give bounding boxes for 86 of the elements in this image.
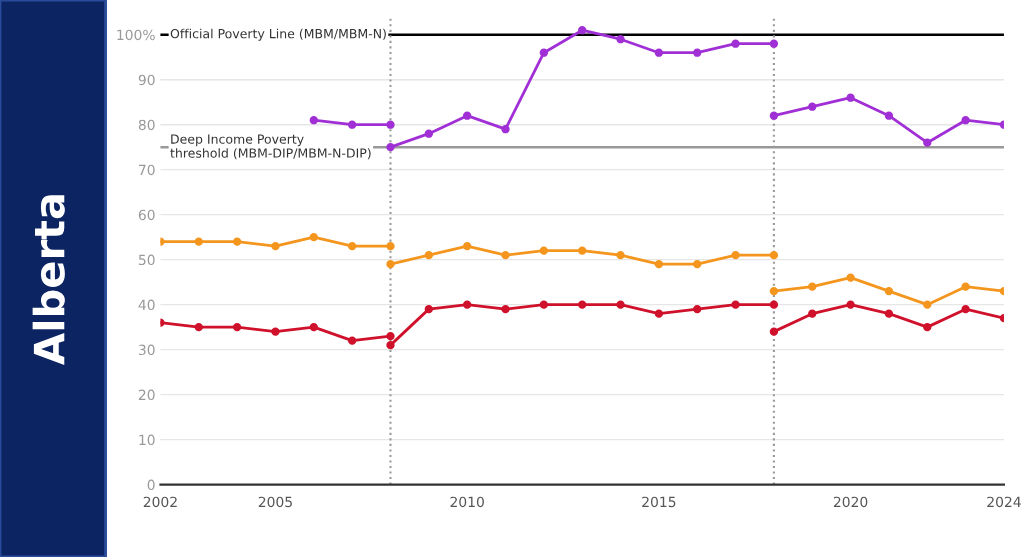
point xyxy=(961,282,970,291)
point xyxy=(961,116,970,125)
point xyxy=(309,232,318,242)
point xyxy=(769,39,779,48)
point xyxy=(462,111,472,120)
point xyxy=(616,300,625,309)
point xyxy=(462,241,472,251)
point xyxy=(501,250,510,260)
point xyxy=(769,111,779,120)
point xyxy=(808,282,817,291)
point xyxy=(578,26,587,35)
point xyxy=(539,300,549,309)
point xyxy=(846,93,855,102)
point xyxy=(769,286,779,296)
y-tick-label: 100% xyxy=(117,29,155,41)
point xyxy=(654,259,664,269)
point xyxy=(731,300,740,309)
point xyxy=(923,322,932,332)
point xyxy=(616,35,625,44)
point xyxy=(731,250,740,260)
point xyxy=(424,129,433,138)
point xyxy=(884,111,894,120)
ref-line-label: Official Poverty Line (MBM/MBM-N) xyxy=(170,28,386,41)
point xyxy=(961,304,970,314)
point xyxy=(769,300,779,309)
point xyxy=(347,241,357,251)
point xyxy=(923,300,932,309)
point xyxy=(654,48,664,57)
point xyxy=(846,273,855,282)
point xyxy=(386,143,395,152)
point xyxy=(769,327,779,336)
y-tick-label: 60 xyxy=(138,209,155,221)
point xyxy=(309,116,318,125)
y-tick-label: 20 xyxy=(138,389,155,401)
text: Alberta xyxy=(32,195,65,365)
point xyxy=(769,250,779,260)
point xyxy=(194,237,203,246)
point xyxy=(731,39,740,48)
point xyxy=(386,331,395,341)
x-tick-label: 2010 xyxy=(450,496,484,508)
point xyxy=(232,237,242,246)
y-tick-label: 30 xyxy=(138,344,155,356)
point xyxy=(808,309,817,318)
point xyxy=(884,286,894,296)
y-tick-label: 90 xyxy=(138,74,155,86)
point xyxy=(386,241,395,251)
point xyxy=(846,300,855,309)
point xyxy=(424,250,433,260)
x-tick-label: 2005 xyxy=(258,496,292,508)
point xyxy=(347,120,357,129)
point xyxy=(232,322,242,332)
point xyxy=(923,138,932,147)
point xyxy=(693,304,702,314)
y-tick-label: 0 xyxy=(147,479,155,491)
y-tick-label: 10 xyxy=(139,434,155,446)
point xyxy=(539,246,549,255)
point xyxy=(271,327,280,336)
point xyxy=(578,246,587,255)
point xyxy=(386,340,395,350)
point xyxy=(271,241,280,251)
y-tick-label: 40 xyxy=(138,299,155,311)
point xyxy=(309,322,318,332)
point xyxy=(693,259,702,269)
point xyxy=(424,304,433,314)
point xyxy=(884,309,894,318)
point xyxy=(808,102,817,111)
point xyxy=(539,48,549,57)
point xyxy=(386,259,395,269)
point xyxy=(386,120,395,129)
x-tick-label: 2015 xyxy=(642,496,676,508)
ref-line-label: Deep Income Poverty threshold (MBM-DIP/MBM-N-DIP) xyxy=(170,134,371,160)
point xyxy=(654,309,664,318)
point xyxy=(501,304,510,314)
x-tick-label: 2002 xyxy=(143,496,177,508)
y-tick-label: 50 xyxy=(138,254,155,266)
y-tick-label: 80 xyxy=(138,119,155,131)
x-tick-label: 2020 xyxy=(833,496,868,508)
point xyxy=(616,250,625,260)
point xyxy=(462,300,472,309)
point xyxy=(693,48,702,57)
point xyxy=(194,322,203,332)
y-tick-label: 70 xyxy=(139,164,155,176)
x-tick-label: 2024 xyxy=(987,496,1021,508)
point xyxy=(578,300,587,309)
point xyxy=(501,125,510,134)
point xyxy=(347,336,357,345)
